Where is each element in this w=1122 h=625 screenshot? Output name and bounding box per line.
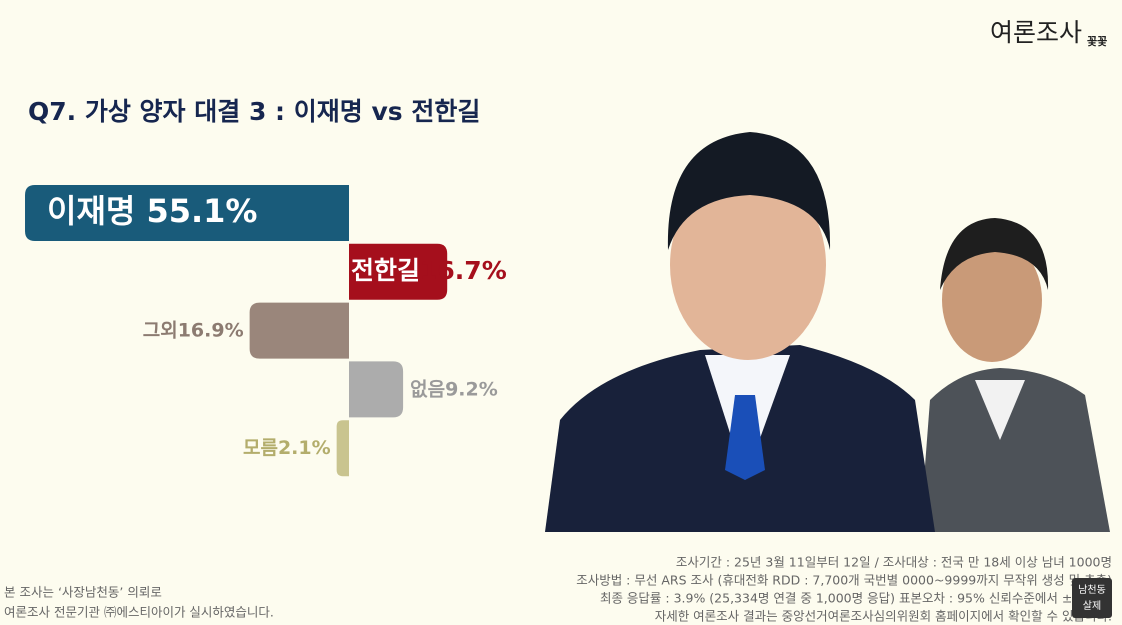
bar-label: 이재명 55.1% xyxy=(47,192,257,230)
bar-label: 그외16.9% xyxy=(143,319,244,341)
value-label: 16.7% xyxy=(420,256,507,285)
right-note: 자세한 여론조사 결과는 중앙선거여론조사심의위원회 홈페이지에서 확인할 수 … xyxy=(655,609,1112,624)
portraits xyxy=(545,132,1110,532)
left-note: 여론조사 전문기관 ㈜에스티아이가 실시하였습니다. xyxy=(4,605,274,620)
badge-text: 살제 xyxy=(1083,600,1101,612)
left-note: 본 조사는 ‘사장남천동’ 의뢰로 xyxy=(4,585,162,600)
category-label: 그외 xyxy=(143,319,178,341)
value-label: 2.1% xyxy=(278,437,331,459)
bars: 이재명 55.1% 전한길16.7% 그외16.9% 없음9.2% 모름2.1% xyxy=(25,185,507,477)
category-label: 전한길 xyxy=(351,256,420,285)
category-label: 이재명 xyxy=(47,192,135,230)
right-note: 조사방법 : 무선 ARS 조사 (휴대전화 RDD : 7,700개 국번별 … xyxy=(576,573,1112,588)
badge-text: 남천동 xyxy=(1078,584,1106,596)
bar-label: 없음9.2% xyxy=(410,378,498,400)
badge xyxy=(1072,578,1112,618)
bar xyxy=(336,420,349,477)
bar xyxy=(249,302,349,359)
right-note: 최종 응답률 : 3.9% (25,334명 연결 중 1,000명 응답) 표… xyxy=(600,591,1112,606)
bar-label: 전한길16.7% xyxy=(351,256,507,285)
bar-label: 모름2.1% xyxy=(243,437,331,459)
value-label: 55.1% xyxy=(146,192,257,230)
value-label: 16.9% xyxy=(178,319,244,341)
category-label: 모름 xyxy=(243,437,278,459)
right-note: 조사기간 : 25년 3월 11일부터 12일 / 조사대상 : 전국 만 18… xyxy=(676,555,1112,570)
value-label: 9.2% xyxy=(445,378,498,400)
bar xyxy=(349,361,404,418)
logo-sub: 꽃꽃 xyxy=(1087,35,1107,48)
chart-title: Q7. 가상 양자 대결 3 : 이재명 vs 전한길 xyxy=(28,97,480,126)
bar xyxy=(349,243,448,300)
logo: 여론조사 xyxy=(990,18,1082,47)
bar xyxy=(25,185,350,241)
category-label: 없음 xyxy=(410,378,445,400)
